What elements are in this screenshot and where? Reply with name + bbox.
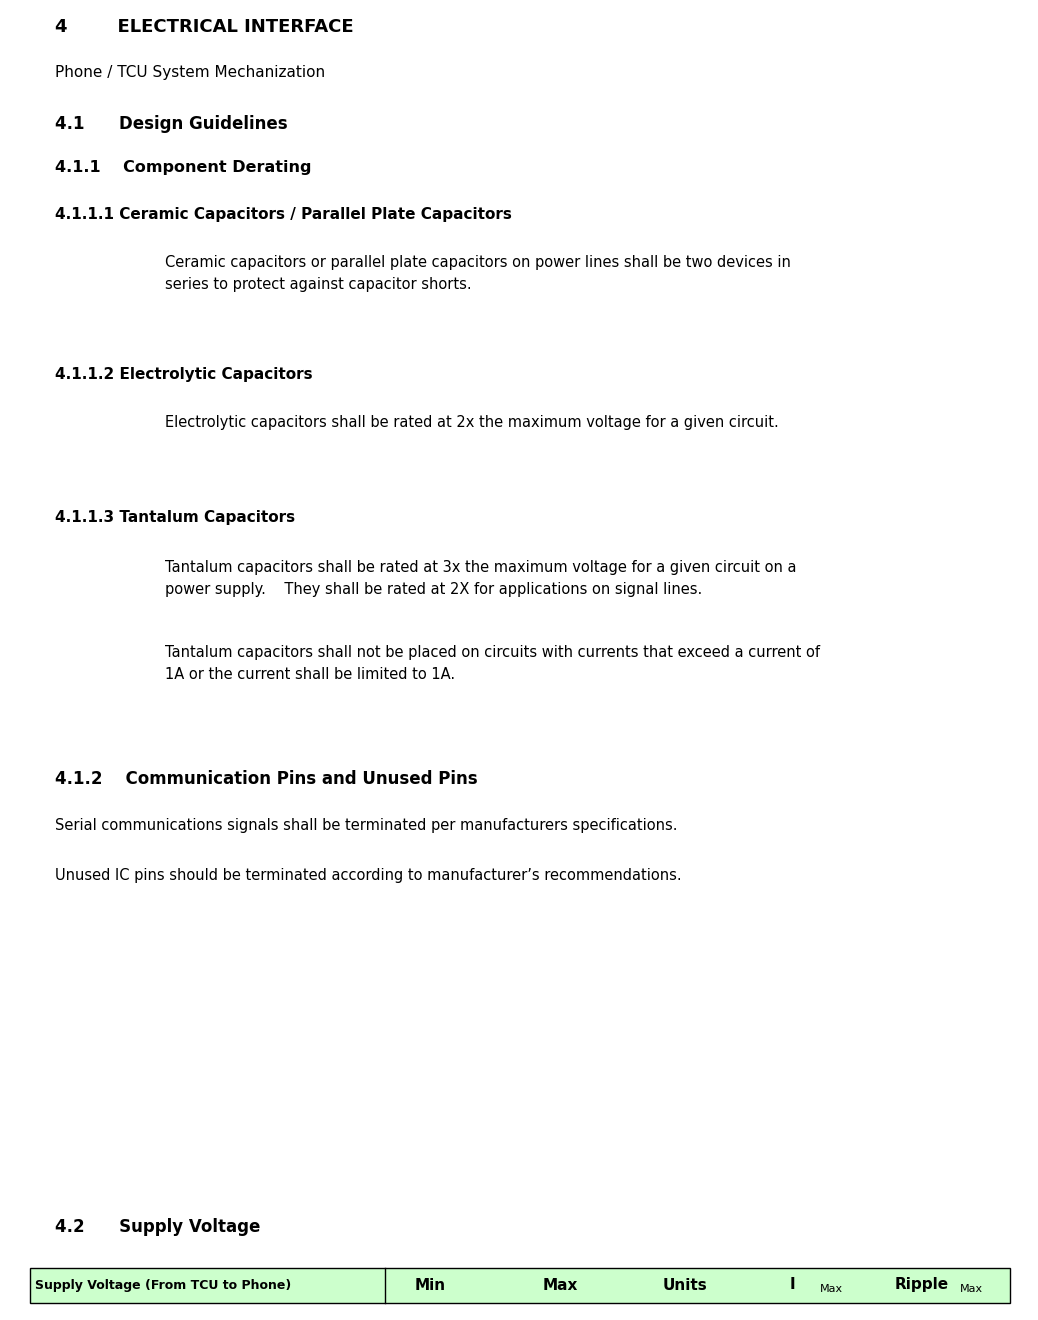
Text: 4        ELECTRICAL INTERFACE: 4 ELECTRICAL INTERFACE	[55, 18, 354, 36]
Text: Max: Max	[960, 1283, 983, 1294]
Text: Tantalum capacitors shall be rated at 3x the maximum voltage for a given circuit: Tantalum capacitors shall be rated at 3x…	[165, 560, 796, 597]
Text: 4.1.1.2 Electrolytic Capacitors: 4.1.1.2 Electrolytic Capacitors	[55, 367, 312, 381]
Text: Supply Voltage (From TCU to Phone): Supply Voltage (From TCU to Phone)	[35, 1279, 292, 1292]
Text: Max: Max	[820, 1283, 843, 1294]
Text: Ripple: Ripple	[895, 1276, 949, 1292]
Text: Tantalum capacitors shall not be placed on circuits with currents that exceed a : Tantalum capacitors shall not be placed …	[165, 645, 820, 682]
Text: I: I	[790, 1276, 795, 1292]
Bar	[30, 1269, 1010, 1303]
Text: 4.1.1.3 Tantalum Capacitors: 4.1.1.3 Tantalum Capacitors	[55, 510, 295, 525]
Text: Phone / TCU System Mechanization: Phone / TCU System Mechanization	[55, 65, 325, 81]
Text: 4.2      Supply Voltage: 4.2 Supply Voltage	[55, 1218, 261, 1236]
Text: Ceramic capacitors or parallel plate capacitors on power lines shall be two devi: Ceramic capacitors or parallel plate cap…	[165, 255, 791, 292]
Text: 4.1      Design Guidelines: 4.1 Design Guidelines	[55, 115, 288, 133]
Text: Unused IC pins should be terminated according to manufacturer’s recommendations.: Unused IC pins should be terminated acco…	[55, 869, 682, 883]
Text: 4.1.1    Component Derating: 4.1.1 Component Derating	[55, 160, 311, 176]
Text: Units: Units	[662, 1278, 707, 1294]
Text: Max: Max	[542, 1278, 578, 1294]
Text: Electrolytic capacitors shall be rated at 2x the maximum voltage for a given cir: Electrolytic capacitors shall be rated a…	[165, 414, 778, 430]
Text: Serial communications signals shall be terminated per manufacturers specificatio: Serial communications signals shall be t…	[55, 818, 678, 833]
Text: 4.1.2    Communication Pins and Unused Pins: 4.1.2 Communication Pins and Unused Pins	[55, 770, 477, 788]
Text: Min: Min	[414, 1278, 445, 1294]
Text: 4.1.1.1 Ceramic Capacitors / Parallel Plate Capacitors: 4.1.1.1 Ceramic Capacitors / Parallel Pl…	[55, 207, 512, 222]
